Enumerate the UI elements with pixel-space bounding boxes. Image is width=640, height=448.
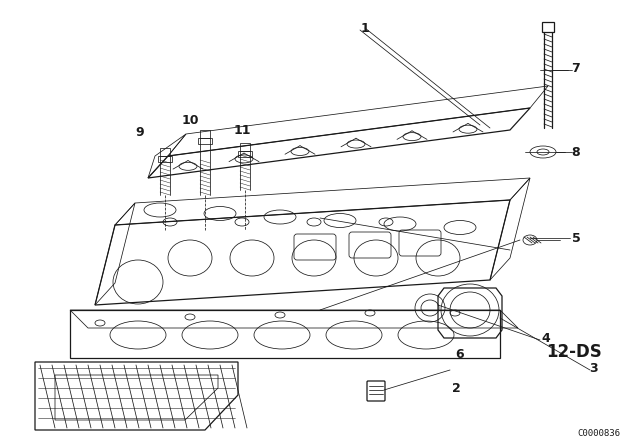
Text: 8: 8 bbox=[572, 146, 580, 159]
Text: 7: 7 bbox=[572, 61, 580, 74]
Text: 1: 1 bbox=[360, 22, 369, 34]
Text: 3: 3 bbox=[589, 362, 598, 375]
Text: C0000836: C0000836 bbox=[577, 429, 620, 438]
Text: 5: 5 bbox=[572, 232, 580, 245]
Text: 10: 10 bbox=[181, 113, 199, 126]
Text: 2: 2 bbox=[452, 382, 460, 395]
Text: 4: 4 bbox=[541, 332, 550, 345]
Text: 12-DS: 12-DS bbox=[546, 343, 602, 361]
Text: 9: 9 bbox=[136, 126, 144, 139]
Text: 6: 6 bbox=[456, 349, 464, 362]
Text: 11: 11 bbox=[233, 124, 251, 137]
